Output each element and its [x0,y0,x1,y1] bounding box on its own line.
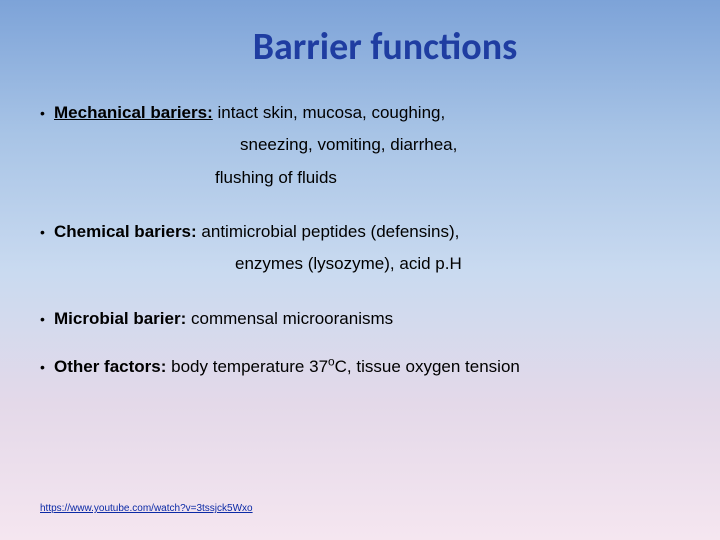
bullet-label: Mechanical bariers: [54,103,213,122]
bullet-continuation: sneezing, vomiting, diarrhea, [240,132,690,158]
bullet-body: antimicrobial peptides (defensins), [197,222,460,241]
bullet-body: intact skin, mucosa, coughing, [213,103,445,122]
bullet-content: Mechanical bariers: intact skin, mucosa,… [54,100,445,126]
bullet-continuation: enzymes (lysozyme), acid p.H [235,251,690,277]
superscript: o [328,354,335,368]
bullet-dot-icon: • [40,309,54,331]
bullet-content: Chemical bariers: antimicrobial peptides… [54,219,459,245]
bullet-body-part1: body temperature 37 [166,357,328,376]
bullet-label: Microbial barier: [54,309,186,328]
bullet-body: commensal microoranisms [186,309,393,328]
bullet-body-part2: C, tissue oxygen tension [335,357,520,376]
bullet-mechanical: • Mechanical bariers: intact skin, mucos… [40,100,690,191]
slide-title: Barrier functions [80,24,690,70]
bullet-dot-icon: • [40,103,54,125]
bullet-line: • Microbial barier: commensal microorani… [40,306,690,332]
bullet-label: Other factors: [54,357,166,376]
bullet-line: • Chemical bariers: antimicrobial peptid… [40,219,690,245]
slide: Barrier functions • Mechanical bariers: … [0,0,720,540]
bullet-continuation: flushing of fluids [215,165,690,191]
bullet-dot-icon: • [40,357,54,379]
bullet-content: Microbial barier: commensal microoranism… [54,306,393,332]
bullet-other: • Other factors: body temperature 37oC, … [40,354,690,380]
bullet-content: Other factors: body temperature 37oC, ti… [54,354,520,380]
bullet-chemical: • Chemical bariers: antimicrobial peptid… [40,219,690,278]
youtube-link[interactable]: https://www.youtube.com/watch?v=3tssjck5… [40,503,253,514]
bullet-line: • Other factors: body temperature 37oC, … [40,354,690,380]
bullet-microbial: • Microbial barier: commensal microorani… [40,306,690,332]
bullet-dot-icon: • [40,222,54,244]
bullet-line: • Mechanical bariers: intact skin, mucos… [40,100,690,126]
bullet-label: Chemical bariers: [54,222,197,241]
